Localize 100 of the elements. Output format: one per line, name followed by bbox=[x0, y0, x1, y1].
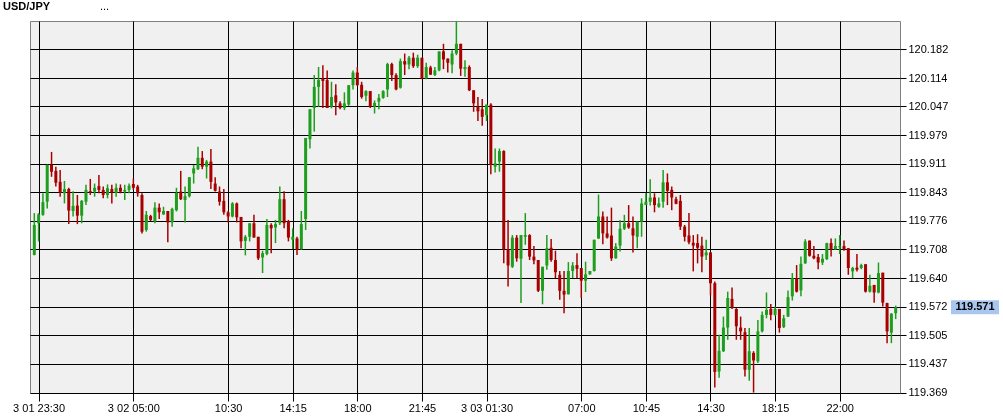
text: 119.571 bbox=[955, 300, 995, 313]
y-tick-label: 120.182 bbox=[908, 42, 949, 55]
x-tick-label: 3 01 23:30 bbox=[13, 401, 66, 414]
candlestick bbox=[575, 252, 579, 279]
candlestick bbox=[351, 69, 355, 91]
x-tick-label: 21:45 bbox=[408, 401, 437, 414]
candlestick bbox=[829, 237, 833, 258]
candlestick bbox=[528, 233, 532, 261]
candlestick bbox=[687, 212, 691, 246]
x-tick-label: 07:00 bbox=[568, 401, 596, 414]
candlestick bbox=[653, 192, 656, 214]
x-tick-label: 22:00 bbox=[826, 401, 854, 414]
candlestick bbox=[803, 238, 807, 265]
candlestick bbox=[661, 169, 665, 209]
candlestick bbox=[123, 184, 127, 201]
chart-subtitle: ... bbox=[100, 0, 110, 12]
candlestick bbox=[820, 253, 824, 266]
candlestick bbox=[106, 183, 110, 200]
x-tick-label: 14:30 bbox=[697, 401, 725, 414]
candlestick bbox=[179, 170, 183, 201]
candlestick bbox=[222, 188, 226, 216]
candlestick bbox=[446, 57, 450, 74]
candlestick bbox=[618, 219, 622, 253]
candlestick bbox=[166, 210, 170, 244]
candlestick bbox=[347, 84, 351, 107]
candlestick bbox=[696, 233, 700, 265]
y-tick-label: 119.369 bbox=[908, 386, 948, 399]
candlestick bbox=[601, 210, 605, 246]
y-tick-label: 120.047 bbox=[908, 99, 949, 112]
candlestick bbox=[717, 333, 721, 379]
candlestick bbox=[321, 64, 325, 109]
x-tick-label: 14:15 bbox=[279, 401, 307, 414]
candlestick bbox=[187, 176, 191, 199]
candlestick bbox=[579, 267, 583, 299]
candlestick bbox=[523, 212, 527, 246]
candlestick bbox=[721, 315, 725, 353]
candlestick bbox=[463, 59, 467, 78]
candlestick bbox=[377, 93, 381, 110]
candlestick bbox=[889, 312, 893, 344]
candlestick bbox=[730, 286, 734, 310]
candlestick bbox=[162, 206, 166, 216]
candlestick bbox=[480, 98, 484, 127]
candlestick bbox=[97, 174, 101, 195]
candlestick bbox=[558, 270, 562, 301]
candlestick bbox=[209, 148, 213, 190]
candlestick bbox=[764, 291, 768, 320]
candlestick bbox=[317, 66, 321, 108]
candlestick bbox=[75, 194, 79, 225]
candlestick bbox=[472, 89, 476, 113]
candlestick bbox=[110, 184, 114, 205]
candlestick bbox=[248, 222, 252, 243]
candlestick bbox=[566, 261, 570, 296]
candlestick bbox=[58, 169, 62, 198]
candlestick bbox=[437, 50, 441, 72]
y-tick-label: 119.776 bbox=[908, 214, 948, 227]
candlestick bbox=[541, 266, 545, 306]
candlestick bbox=[144, 210, 148, 233]
candlestick bbox=[562, 270, 566, 314]
candlestick bbox=[609, 206, 613, 262]
x-tick-label: 18:15 bbox=[761, 401, 790, 414]
candlestick bbox=[640, 197, 644, 238]
candlestick bbox=[54, 165, 58, 188]
candlestick bbox=[291, 227, 295, 250]
candlestick bbox=[519, 234, 523, 304]
candlestick bbox=[196, 146, 200, 171]
candlestick bbox=[467, 64, 471, 92]
candlestick bbox=[67, 187, 71, 225]
candlestick bbox=[709, 251, 712, 297]
candlestick bbox=[493, 147, 497, 174]
candlestick bbox=[515, 234, 519, 263]
candlestick bbox=[734, 307, 738, 341]
candlestick bbox=[252, 214, 256, 239]
x-tick-label: 3 03 01:30 bbox=[461, 401, 514, 414]
candlestick bbox=[648, 178, 652, 207]
candlestick bbox=[355, 66, 359, 87]
candlestick bbox=[62, 180, 66, 205]
y-tick-label: 119.708 bbox=[908, 242, 948, 255]
candlestick bbox=[670, 185, 674, 211]
x-tick-label: 10:30 bbox=[214, 401, 243, 414]
candlestick bbox=[631, 215, 635, 254]
candlestick bbox=[704, 238, 708, 261]
candlestick bbox=[334, 83, 338, 116]
candlestick bbox=[545, 234, 549, 271]
candlestick bbox=[403, 52, 407, 76]
candlestick bbox=[329, 81, 333, 110]
candlestick bbox=[760, 310, 764, 334]
candlestick bbox=[243, 234, 247, 257]
x-tick-label: 18:00 bbox=[344, 401, 372, 414]
candlestick bbox=[747, 327, 751, 382]
candlestick bbox=[183, 185, 187, 224]
y-tick-label: 119.505 bbox=[908, 328, 948, 341]
candlestick bbox=[657, 196, 661, 209]
y-tick-label: 119.911 bbox=[908, 157, 947, 170]
chart-title: USD/JPY bbox=[3, 0, 51, 12]
y-tick-label: 119.843 bbox=[908, 185, 948, 198]
candlestick bbox=[553, 249, 557, 279]
candlestick bbox=[506, 219, 510, 288]
candlestick bbox=[790, 272, 794, 302]
candlestick bbox=[584, 260, 588, 293]
candlestick bbox=[200, 150, 204, 170]
